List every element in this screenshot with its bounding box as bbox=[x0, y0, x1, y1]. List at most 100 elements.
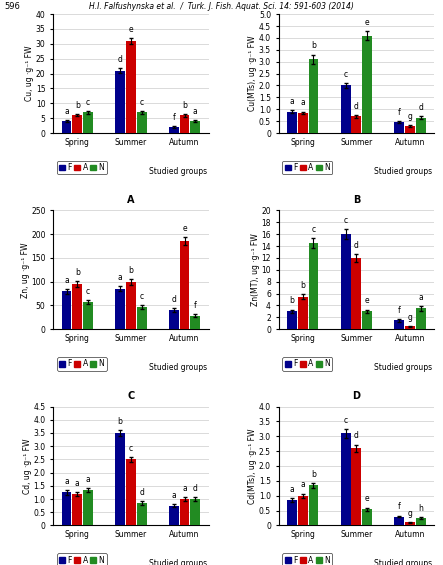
Bar bbox=[115, 289, 125, 329]
Text: f: f bbox=[172, 113, 175, 122]
Bar bbox=[351, 116, 361, 133]
Text: 596: 596 bbox=[4, 2, 20, 11]
Bar bbox=[169, 310, 179, 329]
Bar bbox=[169, 127, 179, 133]
Text: Studied groups: Studied groups bbox=[374, 363, 432, 372]
Y-axis label: Zn, ug ·g⁻¹ FW: Zn, ug ·g⁻¹ FW bbox=[21, 242, 30, 298]
Bar bbox=[83, 490, 93, 525]
Text: a: a bbox=[75, 479, 80, 488]
Bar bbox=[416, 308, 426, 329]
Text: f: f bbox=[398, 502, 400, 511]
Bar bbox=[287, 311, 297, 329]
Legend: F, A, N: F, A, N bbox=[283, 357, 332, 371]
Text: c: c bbox=[86, 98, 90, 107]
Text: e: e bbox=[365, 297, 369, 306]
Text: c: c bbox=[344, 70, 348, 79]
Text: a: a bbox=[64, 477, 69, 486]
Text: e: e bbox=[365, 18, 369, 27]
Text: C: C bbox=[127, 391, 135, 401]
Text: g: g bbox=[408, 508, 412, 518]
Bar bbox=[298, 297, 308, 329]
Text: c: c bbox=[344, 416, 348, 425]
Y-axis label: Cu(MTs), ug ·g⁻¹ FW: Cu(MTs), ug ·g⁻¹ FW bbox=[249, 36, 257, 111]
Text: Studied groups: Studied groups bbox=[374, 559, 432, 565]
Text: a: a bbox=[85, 475, 90, 484]
Text: b: b bbox=[300, 281, 305, 290]
Bar bbox=[83, 112, 93, 133]
Bar bbox=[405, 326, 415, 329]
Text: g: g bbox=[408, 112, 412, 121]
Bar bbox=[298, 113, 308, 133]
Text: c: c bbox=[344, 216, 348, 225]
Y-axis label: Cd(MTs), ug ·g⁻¹ FW: Cd(MTs), ug ·g⁻¹ FW bbox=[249, 428, 257, 504]
Bar bbox=[72, 284, 82, 329]
Text: Studied groups: Studied groups bbox=[374, 167, 432, 176]
Text: d: d bbox=[418, 103, 423, 112]
Y-axis label: Cd, ug ·g⁻¹ FW: Cd, ug ·g⁻¹ FW bbox=[23, 438, 32, 494]
Bar bbox=[394, 320, 404, 329]
Text: a: a bbox=[300, 98, 305, 107]
Text: b: b bbox=[75, 101, 80, 110]
Bar bbox=[341, 234, 350, 329]
Bar bbox=[351, 258, 361, 329]
Bar bbox=[137, 112, 147, 133]
Legend: F, A, N: F, A, N bbox=[283, 553, 332, 565]
Legend: F, A, N: F, A, N bbox=[57, 553, 107, 565]
Bar bbox=[190, 121, 200, 133]
Bar bbox=[72, 115, 82, 133]
Bar bbox=[362, 509, 372, 525]
Bar bbox=[62, 291, 71, 329]
Text: c: c bbox=[86, 286, 90, 295]
Text: h: h bbox=[418, 504, 423, 513]
Bar bbox=[115, 433, 125, 525]
Text: a: a bbox=[182, 484, 187, 493]
Bar bbox=[126, 282, 136, 329]
Text: b: b bbox=[311, 41, 316, 50]
Text: d: d bbox=[139, 488, 144, 497]
Text: g: g bbox=[408, 312, 412, 321]
Text: Studied groups: Studied groups bbox=[149, 559, 207, 565]
Text: a: a bbox=[300, 480, 305, 489]
Text: a: a bbox=[290, 97, 295, 106]
Bar bbox=[298, 496, 308, 525]
Text: a: a bbox=[171, 491, 176, 500]
Text: d: d bbox=[354, 432, 359, 441]
Text: d: d bbox=[118, 55, 123, 64]
Bar bbox=[190, 499, 200, 525]
Bar bbox=[169, 506, 179, 525]
Bar bbox=[179, 115, 190, 133]
Text: e: e bbox=[365, 494, 369, 503]
Y-axis label: Cu, ug ·g⁻¹ FW: Cu, ug ·g⁻¹ FW bbox=[25, 46, 35, 101]
Y-axis label: Zn(MT), ug ·g⁻¹ FW: Zn(MT), ug ·g⁻¹ FW bbox=[251, 233, 260, 306]
Text: e: e bbox=[128, 25, 133, 34]
Text: d: d bbox=[354, 241, 359, 250]
Bar bbox=[362, 36, 372, 133]
Text: b: b bbox=[290, 297, 295, 306]
Text: B: B bbox=[353, 195, 360, 205]
Bar bbox=[362, 311, 372, 329]
Bar bbox=[351, 448, 361, 525]
Text: a: a bbox=[118, 273, 123, 282]
Bar bbox=[309, 485, 319, 525]
Text: a: a bbox=[64, 107, 69, 116]
Text: b: b bbox=[311, 470, 316, 479]
Bar bbox=[126, 459, 136, 525]
Legend: F, A, N: F, A, N bbox=[283, 161, 332, 175]
Bar bbox=[179, 241, 190, 329]
Bar bbox=[115, 71, 125, 133]
Bar bbox=[137, 503, 147, 525]
Bar bbox=[62, 493, 71, 525]
Text: f: f bbox=[398, 306, 400, 315]
Bar bbox=[416, 518, 426, 525]
Text: c: c bbox=[140, 292, 144, 301]
Text: c: c bbox=[140, 98, 144, 107]
Text: a: a bbox=[193, 107, 198, 116]
Bar bbox=[394, 123, 404, 133]
Bar bbox=[287, 500, 297, 525]
Text: b: b bbox=[75, 268, 80, 277]
Bar bbox=[190, 316, 200, 329]
Text: c: c bbox=[129, 444, 133, 453]
Bar bbox=[405, 126, 415, 133]
Text: b: b bbox=[182, 101, 187, 110]
Bar bbox=[309, 59, 319, 133]
